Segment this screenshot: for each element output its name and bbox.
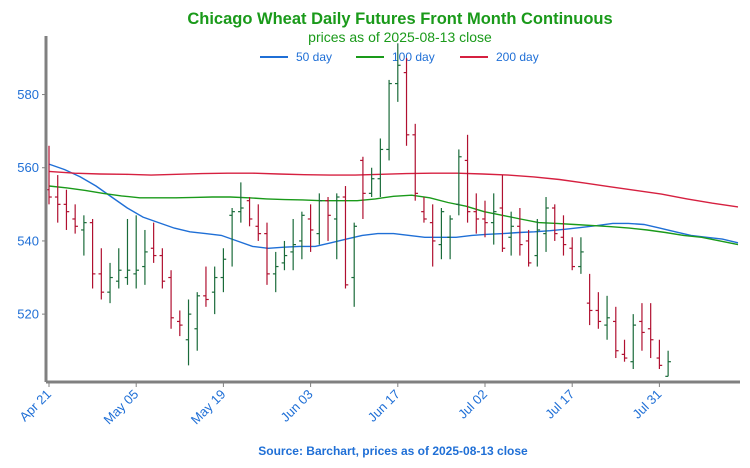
ohlc-bar bbox=[115, 248, 122, 289]
x-tick-label: May 05 bbox=[101, 387, 142, 428]
ohlc-bar bbox=[220, 248, 227, 293]
source-note: Source: Barchart, prices as of 2025-08-1… bbox=[258, 444, 528, 458]
ohlc-bar bbox=[421, 197, 427, 223]
ohlc-bar bbox=[604, 295, 610, 340]
ohlc-bar bbox=[656, 339, 663, 370]
ohlc-bar bbox=[150, 222, 157, 263]
ohlc-bar bbox=[377, 138, 384, 198]
chart-title: Chicago Wheat Daily Futures Front Month … bbox=[187, 10, 612, 28]
ohlc-bar bbox=[395, 43, 401, 102]
ohlc-bar bbox=[360, 156, 366, 219]
ohlc-bar bbox=[333, 193, 340, 260]
moving-averages bbox=[48, 163, 739, 250]
ohlc-bar bbox=[124, 218, 131, 285]
ohlc-bar bbox=[272, 251, 279, 293]
x-tick-label: Apr 21 bbox=[16, 387, 54, 425]
ohlc-bar bbox=[142, 229, 148, 285]
ohlc-bar bbox=[386, 79, 392, 161]
ohlc-bar bbox=[107, 262, 113, 304]
ohlc-bar bbox=[81, 215, 87, 256]
ohlc-bar bbox=[586, 273, 593, 326]
ohlc-bar bbox=[211, 266, 218, 315]
ohlc-bar bbox=[63, 189, 70, 230]
ohlc-bar bbox=[246, 197, 253, 227]
ohlc-bar bbox=[456, 149, 462, 216]
ma-line-50-day bbox=[48, 163, 739, 250]
ohlc-bar bbox=[133, 215, 139, 289]
ohlc-bar bbox=[255, 204, 262, 241]
ohlc-bar bbox=[238, 182, 244, 223]
ohlc-bar bbox=[569, 237, 575, 271]
ohlc-bar bbox=[203, 266, 209, 307]
ohlc-bars bbox=[46, 43, 671, 377]
ohlc-bar bbox=[229, 208, 235, 267]
x-tick-label: Jul 31 bbox=[629, 387, 664, 422]
ohlc-bar bbox=[560, 215, 567, 256]
ohlc-bar bbox=[351, 222, 357, 307]
ohlc-bar bbox=[72, 204, 78, 234]
y-axis-ticks: 520 540 560 580 bbox=[17, 87, 46, 322]
ma-line-200-day bbox=[48, 170, 739, 208]
ohlc-bar bbox=[639, 303, 645, 351]
ohlc-bar bbox=[264, 222, 270, 285]
ohlc-bar bbox=[482, 200, 488, 238]
ohlc-bar bbox=[647, 303, 654, 359]
y-tick-label: 540 bbox=[17, 233, 39, 248]
legend-label-50-day: 50 day bbox=[296, 50, 332, 64]
ohlc-bar bbox=[508, 211, 514, 256]
ohlc-bar bbox=[159, 248, 166, 289]
x-tick-label: May 19 bbox=[188, 387, 229, 428]
ohlc-bar bbox=[447, 215, 453, 260]
ohlc-bar bbox=[543, 197, 549, 252]
ohlc-bar bbox=[595, 292, 602, 329]
ohlc-bar bbox=[316, 193, 323, 245]
y-tick-label: 560 bbox=[17, 160, 39, 175]
ohlc-bar bbox=[307, 204, 314, 252]
chart-subtitle: prices as of 2025-08-13 close bbox=[308, 29, 492, 45]
ohlc-bar bbox=[438, 208, 445, 260]
ohlc-bar bbox=[517, 208, 523, 256]
x-tick-label: Jul 02 bbox=[455, 387, 490, 422]
ohlc-bar bbox=[429, 204, 436, 267]
ohlc-bar bbox=[185, 299, 192, 366]
ohlc-bar bbox=[551, 204, 558, 241]
ma-line-100-day bbox=[48, 185, 739, 246]
y-tick-label: 580 bbox=[17, 87, 39, 102]
ohlc-bar bbox=[299, 211, 305, 260]
ohlc-bar bbox=[98, 248, 105, 300]
ohlc-bar bbox=[342, 186, 349, 289]
ohlc-bar bbox=[613, 306, 619, 359]
ohlc-bar bbox=[578, 237, 584, 274]
ohlc-bar bbox=[177, 310, 183, 337]
ohlc-bar bbox=[499, 175, 506, 252]
ohlc-bar bbox=[630, 314, 637, 370]
x-tick-label: Jun 17 bbox=[365, 387, 403, 425]
ohlc-bar bbox=[490, 193, 497, 245]
ohlc-bar bbox=[89, 218, 96, 289]
ohlc-bar bbox=[621, 339, 628, 362]
ohlc-bar bbox=[194, 292, 201, 351]
ohlc-bar bbox=[368, 167, 375, 198]
legend-label-200-day: 200 day bbox=[496, 50, 539, 64]
ohlc-bar bbox=[168, 270, 174, 329]
y-tick-label: 520 bbox=[17, 307, 39, 322]
legend: 50 day 100 day 200 day bbox=[260, 50, 539, 64]
ohlc-bar bbox=[325, 197, 331, 241]
ohlc-bar bbox=[290, 218, 296, 271]
ohlc-bar bbox=[412, 123, 419, 201]
ohlc-bar bbox=[464, 134, 471, 223]
ohlc-bar bbox=[534, 218, 541, 267]
legend-label-100-day: 100 day bbox=[392, 50, 435, 64]
ohlc-bar bbox=[403, 57, 410, 146]
ohlc-bar bbox=[525, 229, 532, 267]
ohlc-bar bbox=[54, 175, 61, 223]
ohlc-bar bbox=[473, 193, 480, 234]
x-tick-label: Jun 03 bbox=[278, 387, 316, 425]
x-tick-label: Jul 17 bbox=[542, 387, 577, 422]
ohlc-bar bbox=[281, 240, 288, 271]
x-axis-ticks: Apr 21 May 05 May 19 Jun 03 Jun 17 Jul 02 Jul … bbox=[16, 382, 665, 428]
ohlc-bar bbox=[665, 350, 671, 377]
